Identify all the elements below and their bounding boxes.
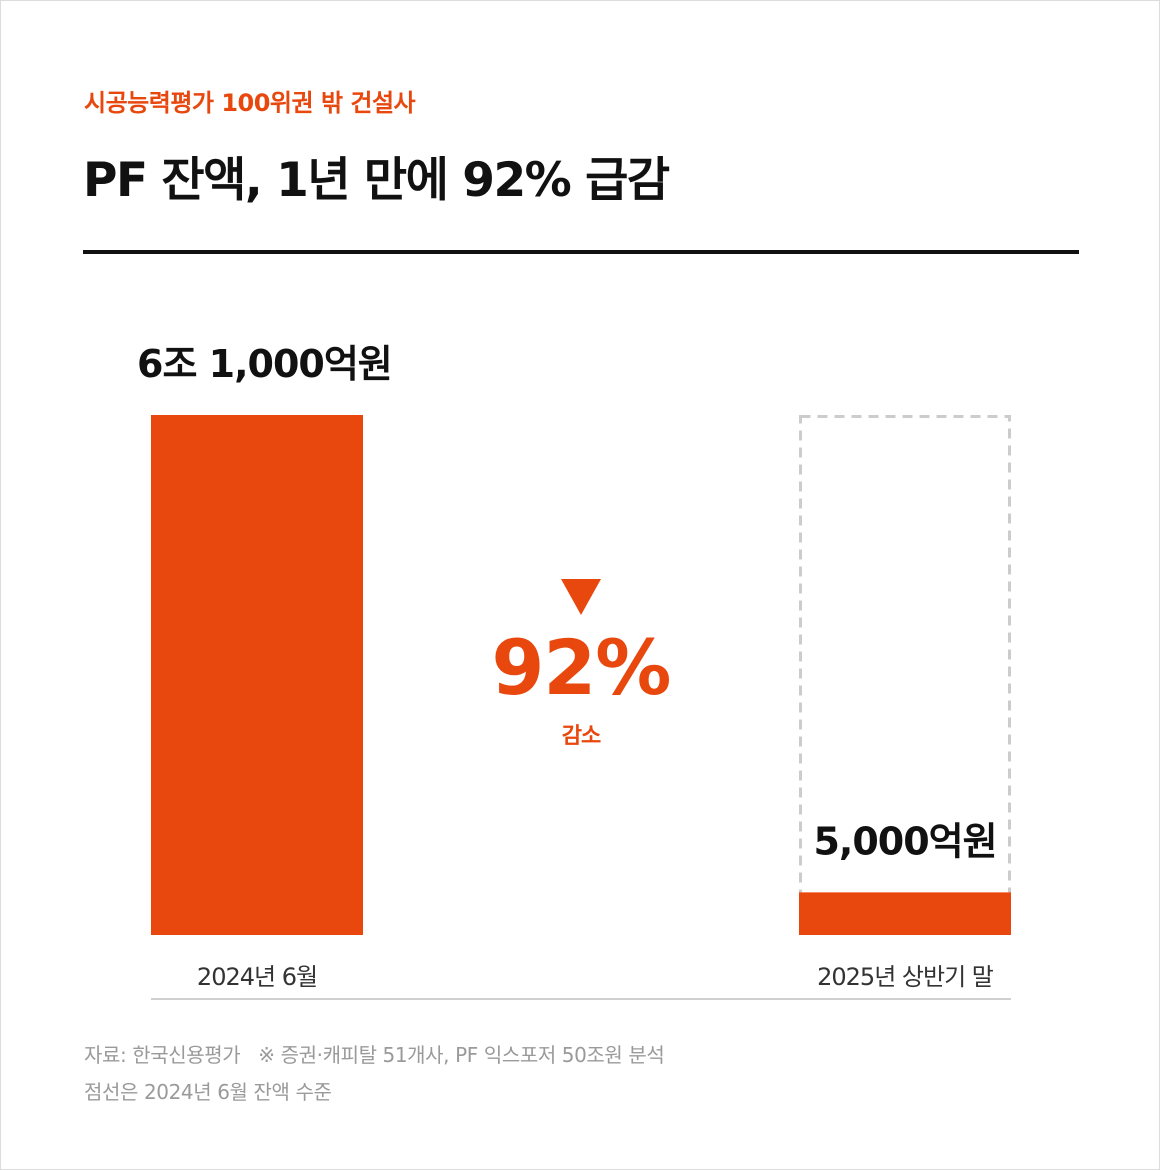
dashed-line-note: 점선은 2024년 6월 잔액 수준 [84,1080,332,1104]
down-triangle-icon [561,579,601,615]
value-label-1: 6조 1,000억원 [137,342,392,386]
bar-chart: 6조 1,000억원 2024년 6월 5,000억원 2025년 상반기 말 92% 감… [137,342,1011,1000]
decrease-label: 감소 [562,724,601,749]
title-divider [83,250,1079,254]
analysis-note: ※ 증권·캐피탈 51개사, PF 익스포저 50조원 분석 [258,1043,665,1067]
bar-1 [151,415,363,935]
decrease-percent: 92% [492,623,671,712]
chart-subtitle: 시공능력평가 100위권 밖 건설사 [84,89,416,117]
chart-title: PF 잔액, 1년 만에 92% 급감 [83,153,670,208]
category-label-2: 2025년 상반기 말 [817,963,994,991]
bar-2 [799,892,1011,935]
category-label-1: 2024년 6월 [197,963,317,991]
reference-outline-2024-level [799,415,1011,935]
source-text: 자료: 한국신용평가 [84,1043,241,1067]
value-label-2: 5,000억원 [813,819,996,863]
source-note: 자료: 한국신용평가 ※ 증권·캐피탈 51개사, PF 익스포저 50조원 분석 [84,1039,665,1068]
